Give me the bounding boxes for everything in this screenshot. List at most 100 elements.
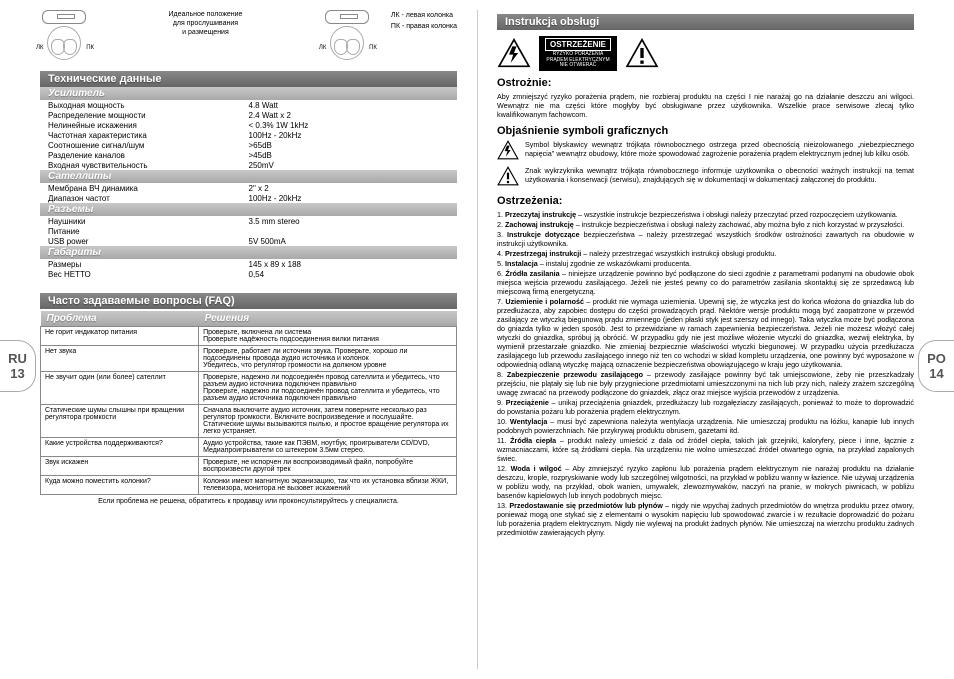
spec-row: Разделение каналов>45dB	[40, 150, 457, 160]
warning-item: 5. Instalacja – instaluj zgodnie ze wska…	[497, 259, 914, 268]
spec-key: Размеры	[48, 260, 249, 269]
warning-item: 6. Źródła zasilania – niniejsze urządzen…	[497, 269, 914, 296]
spec-row: Выходная мощность4.8 Watt	[40, 100, 457, 110]
table-row: Нет звукаПроверьте, работает ли источник…	[41, 346, 457, 372]
faq-problem: Нет звука	[41, 346, 199, 372]
spec-val: 2" x 2	[249, 184, 450, 193]
spec-key: Соотношение сигнал/шум	[48, 141, 249, 150]
spec-row: Размеры145 x 89 x 188	[40, 259, 457, 269]
subsection-amp: Усилитель	[40, 87, 457, 100]
faq-problem: Куда можно поместить колонки?	[41, 476, 199, 495]
spec-row: Распределение мощности2.4 Watt x 2	[40, 110, 457, 120]
warning-item: 1. Przeczytaj instrukcję – wszystkie ins…	[497, 210, 914, 219]
spec-row: USB power5V 500mA	[40, 236, 457, 246]
table-row: Какие устройства поддерживаются?Аудио ус…	[41, 438, 457, 457]
spec-val: 5V 500mA	[249, 237, 450, 246]
pk-label: ПК	[369, 45, 377, 51]
spec-key: Мембрана ВЧ динамика	[48, 184, 249, 193]
faq-problem: Какие устройства поддерживаются?	[41, 438, 199, 457]
warning-header: OSTRZEŻENIE RYZYKO PORAŻENIA PRĄDEM ELEK…	[497, 36, 914, 71]
warning-item: 9. Przeciążenie – unikaj przeciążenia gn…	[497, 398, 914, 416]
spec-key: Частотная характеристика	[48, 131, 249, 140]
warning-item: 4. Przestrzegaj instrukcji – należy prze…	[497, 249, 914, 258]
setup-diagram: ЛК ПК Идеальное положение для прослушива…	[40, 10, 457, 65]
warnings-heading: Ostrzeżenia:	[497, 195, 914, 207]
table-row: Куда можно поместить колонки?Колонки име…	[41, 476, 457, 495]
faq-footnote: Если проблема не решена, обратитесь к пр…	[40, 498, 457, 505]
right-page: Instrukcja obsługi OSTRZEŻENIE RYZYKO PO…	[477, 0, 954, 679]
spec-val: 100Hz - 20kHz	[249, 131, 450, 140]
faq-solution: Проверьте, включена ли система Проверьте…	[199, 327, 457, 346]
faq-problem: Звук искажен	[41, 457, 199, 476]
warning-item: 13. Przedostawanie się przedmiotów lub p…	[497, 501, 914, 537]
spec-key: Разделение каналов	[48, 151, 249, 160]
symbol-row: Znak wykrzyknika wewnątrz trójkąta równo…	[497, 166, 914, 189]
faq-solution: Сначала выключите аудио источник, затем …	[199, 405, 457, 438]
section-manual: Instrukcja obsługi	[497, 14, 914, 30]
warning-item: 12. Woda i wilgoć – Aby zmniejszyć ryzyk…	[497, 464, 914, 500]
faq-solution: Проверьте, работает ли источник звука. П…	[199, 346, 457, 372]
spec-row: Мембрана ВЧ динамика2" x 2	[40, 183, 457, 193]
exclamation-icon	[497, 166, 519, 189]
spec-val: 145 x 89 x 188	[249, 260, 450, 269]
legend-lk: ЛК - левая колонка	[391, 10, 457, 21]
table-row: Не горит индикатор питанияПроверьте, вкл…	[41, 327, 457, 346]
spec-row: Соотношение сигнал/шум>65dB	[40, 140, 457, 150]
warning-box: OSTRZEŻENIE RYZYKO PORAŻENIA PRĄDEM ELEK…	[539, 36, 617, 71]
faq-problem: Статические шумы слышны при вращении рег…	[41, 405, 199, 438]
faq-table: Проблема Решения Не горит индикатор пита…	[40, 311, 457, 495]
caution-text: Aby zmniejszyć ryzyko porażenia prądem, …	[497, 92, 914, 119]
faq-solution: Проверьте, не испорчен ли воспроизводимы…	[199, 457, 457, 476]
symbol-text: Symbol błyskawicy wewnątrz trójkąta równ…	[525, 140, 914, 163]
subsection-sat: Сателлиты	[40, 170, 457, 183]
spec-key: Входная чувствительность	[48, 161, 249, 170]
setup-caption: Идеальное положение для прослушивания и …	[100, 10, 311, 37]
spec-val: >45dB	[249, 151, 450, 160]
spec-row: Нелинейные искажения< 0.3% 1W 1kHz	[40, 120, 457, 130]
faq-header-problem: Проблема	[41, 311, 199, 327]
speaker-legend: ЛК - левая колонка ПК - правая колонка	[391, 10, 457, 32]
spec-val	[249, 227, 450, 236]
speaker-icon	[323, 10, 371, 65]
spec-val: 3.5 mm stereo	[249, 217, 450, 226]
warning-subtitle: RYZYKO PORAŻENIA PRĄDEM ELEKTRYCZNYM NIE…	[545, 52, 611, 69]
spec-val: 4.8 Watt	[249, 101, 450, 110]
faq-problem: Не горит индикатор питания	[41, 327, 199, 346]
spec-row: Питание	[40, 226, 457, 236]
table-row: Статические шумы слышны при вращении рег…	[41, 405, 457, 438]
exclamation-icon	[625, 38, 659, 68]
spec-row: Входная чувствительность250mV	[40, 160, 457, 170]
spec-val: < 0.3% 1W 1kHz	[249, 121, 450, 130]
subsection-con: Разъемы	[40, 203, 457, 216]
warning-item: 7. Uziemienie i polarność – produkt nie …	[497, 297, 914, 369]
faq-problem: Не звучит один (или более) сателлит	[41, 372, 199, 405]
spec-row: Частотная характеристика100Hz - 20kHz	[40, 130, 457, 140]
faq-solution: Колонки имеют магнитную экранизацию, так…	[199, 476, 457, 495]
warning-item: 11. Źródła ciepła – produkt należy umieś…	[497, 436, 914, 463]
spec-val: >65dB	[249, 141, 450, 150]
lk-label: ЛК	[36, 45, 43, 51]
lk-label: ЛК	[319, 45, 326, 51]
pk-label: ПК	[86, 45, 94, 51]
warning-item: 10. Wentylacja – musi być zapewniona nal…	[497, 417, 914, 435]
spec-key: Питание	[48, 227, 249, 236]
spec-key: USB power	[48, 237, 249, 246]
spec-row: Диапазон частот100Hz - 20kHz	[40, 193, 457, 203]
legend-pk: ПК - правая колонка	[391, 21, 457, 32]
lightning-icon	[497, 38, 531, 68]
faq-header-solution: Решения	[199, 311, 457, 327]
section-tech: Технические данные	[40, 71, 457, 87]
warning-item: 3. Instrukcje dotyczące bezpieczeństwa –…	[497, 230, 914, 248]
spec-val: 250mV	[249, 161, 450, 170]
lightning-icon	[497, 140, 519, 163]
spec-val: 2.4 Watt x 2	[249, 111, 450, 120]
spec-row: Вес НЕТТО0,54	[40, 269, 457, 279]
spec-row: Наушники3.5 mm stereo	[40, 216, 457, 226]
symbols-heading: Objaśnienie symboli graficznych	[497, 125, 914, 137]
warning-item: 2. Zachowaj instrukcję – instrukcje bezp…	[497, 220, 914, 229]
section-faq: Часто задаваемые вопросы (FAQ)	[40, 293, 457, 309]
symbol-text: Znak wykrzyknika wewnątrz trójkąta równo…	[525, 166, 914, 189]
caution-heading: Ostrożnie:	[497, 77, 914, 89]
faq-solution: Проверьте, надежно ли подсоединён провод…	[199, 372, 457, 405]
spec-key: Нелинейные искажения	[48, 121, 249, 130]
